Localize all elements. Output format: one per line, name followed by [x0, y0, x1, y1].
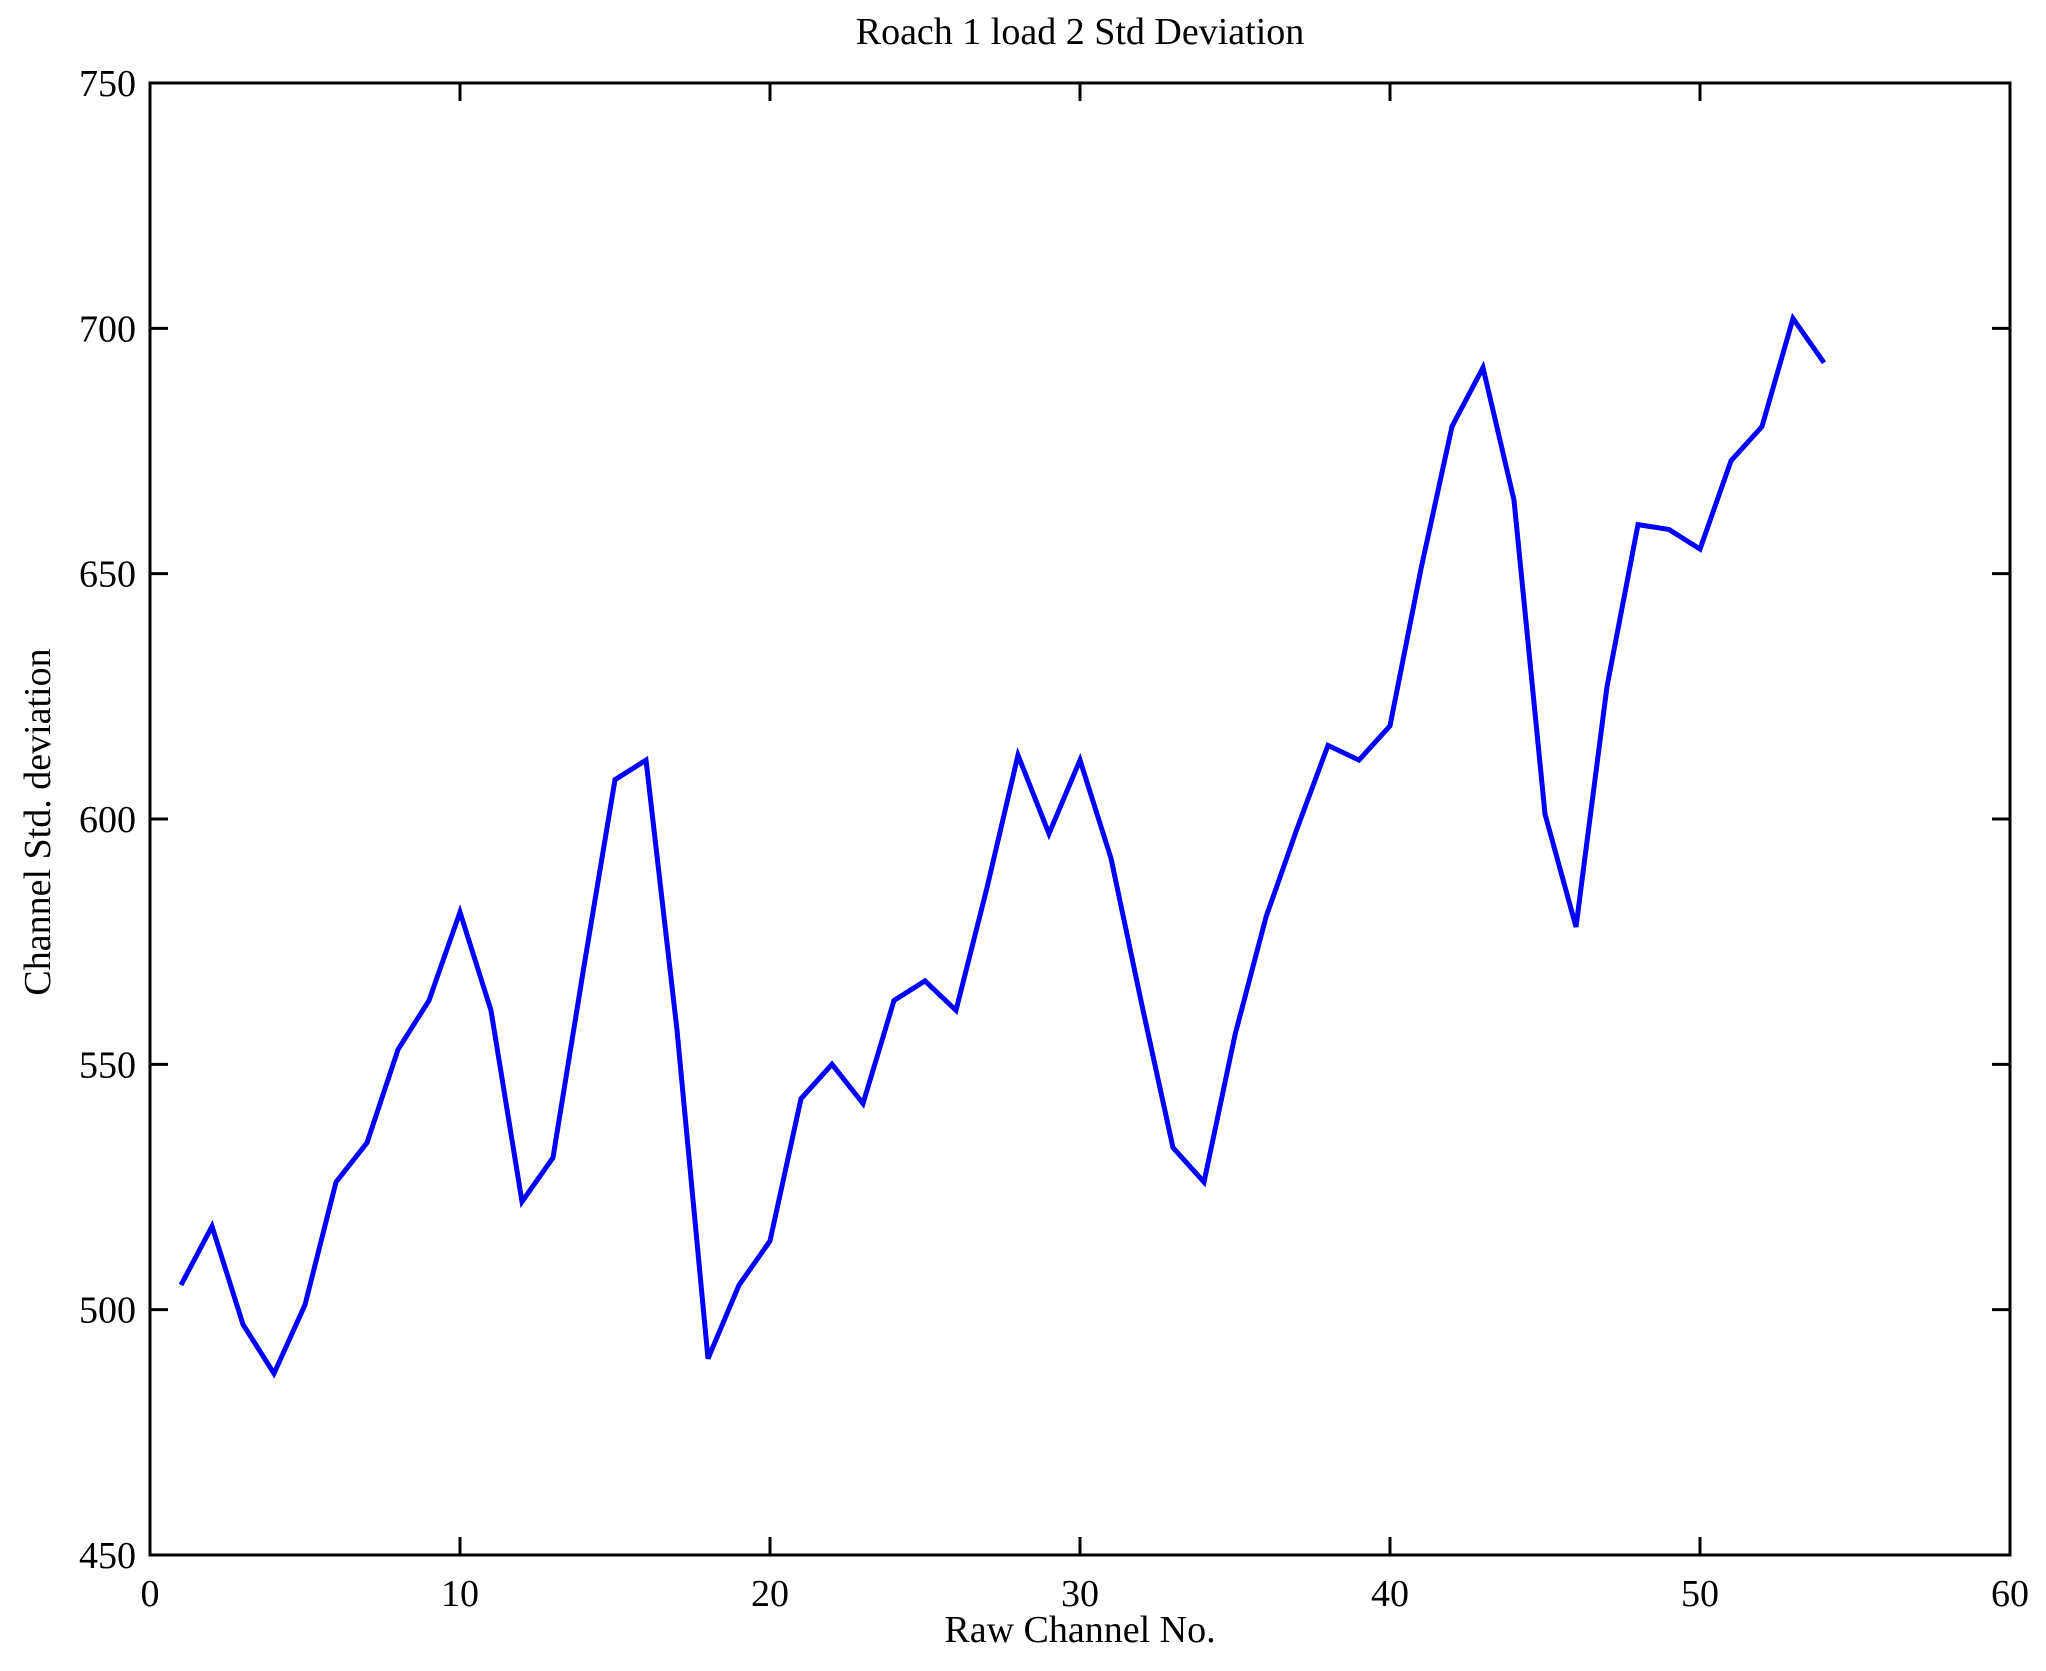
- y-tick-label: 500: [79, 1290, 136, 1332]
- x-axis-label: Raw Channel No.: [944, 1609, 1216, 1651]
- y-tick-label: 700: [79, 308, 136, 350]
- x-tick-label: 10: [441, 1573, 479, 1615]
- x-tick-label: 0: [141, 1573, 160, 1615]
- x-tick-label: 40: [1371, 1573, 1409, 1615]
- chart-title: Roach 1 load 2 Std Deviation: [855, 11, 1305, 53]
- x-tick-label: 30: [1061, 1573, 1099, 1615]
- x-tick-label: 50: [1681, 1573, 1719, 1615]
- y-tick-label: 450: [79, 1535, 136, 1577]
- x-tick-label: 60: [1991, 1573, 2029, 1615]
- y-tick-label: 750: [79, 63, 136, 105]
- plot-border: [148, 81, 2012, 1557]
- y-tick-label: 600: [79, 799, 136, 841]
- y-tick-label: 650: [79, 554, 136, 596]
- x-tick-label: 20: [751, 1573, 789, 1615]
- data-series-line: [178, 312, 1827, 1379]
- y-tick-label: 550: [79, 1044, 136, 1086]
